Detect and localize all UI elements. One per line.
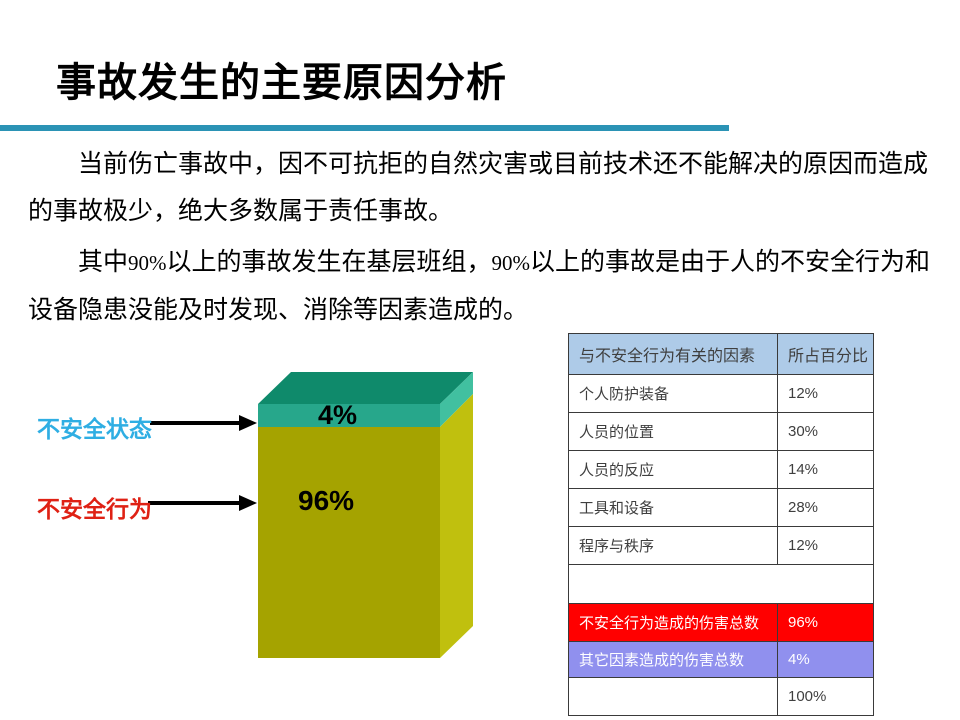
table-row: 个人防护装备 12% [568,374,874,413]
arrow-unsafe-behavior [148,495,257,511]
page-title: 事故发生的主要原因分析 [56,61,507,105]
p2-seg-3: 以上的事故是由于人的不安全行为和设备隐患没能及时发现、消除等因素造成的。 [28,248,931,324]
body-paragraph-2: 其中90%以上的事故发生在基层班组，90%以上的事故是由于人的不安全行为和设备隐… [28,239,934,334]
summary-pct-cell: 4% [777,641,874,678]
summary-label-cell: 不安全行为造成的伤害总数 [568,603,778,642]
factor-cell: 人员的位置 [568,412,778,451]
factor-cell: 程序与秩序 [568,526,778,565]
cube-top-face [258,372,473,404]
header-factor: 与不安全行为有关的因素 [568,333,778,375]
value-unsafe-state: 4% [318,400,358,430]
factor-cell: 个人防护装备 [568,374,778,413]
table-row: 人员的反应 14% [568,450,874,489]
table-row: 人员的位置 30% [568,412,874,451]
cube-band-front-face [258,404,440,427]
arrow-unsafe-state [150,415,257,431]
spacer-cell [568,564,874,604]
summary-pct-cell: 100% [777,677,874,716]
title-accent-rule [0,125,729,131]
header-percentage: 所占百分比 [777,333,874,375]
summary-label-cell: 其它因素造成的伤害总数 [568,641,778,678]
bar-3d-chart [148,372,473,658]
pct-cell: 12% [777,526,874,565]
value-unsafe-behavior: 96% [298,485,355,516]
table-header-row: 与不安全行为有关的因素 所占百分比 [568,333,874,375]
factors-table: 与不安全行为有关的因素 所占百分比 个人防护装备 12% 人员的位置 30% 人… [568,333,874,716]
cube-body-side-face [440,394,473,658]
summary-row-total: 100% [568,677,874,716]
label-unsafe-behavior: 不安全行为 [37,496,152,522]
table-row: 工具和设备 28% [568,488,874,527]
factor-cell: 人员的反应 [568,450,778,489]
p2-seg-90pct-2: 90% [491,251,531,275]
p2-seg-90pct-1: 90% [128,251,167,275]
summary-row-behavior: 不安全行为造成的伤害总数 96% [568,603,874,642]
body-text-block: 当前伤亡事故中，因不可抗拒的自然灾害或目前技术还不能解决的原因而造成的事故极少，… [28,141,934,334]
cube-body-front-face [258,427,440,658]
pct-cell: 28% [777,488,874,527]
summary-pct-cell: 96% [777,603,874,642]
p2-seg-1: 其中 [78,248,129,276]
pct-cell: 14% [777,450,874,489]
summary-label-cell [568,677,778,716]
p2-seg-2: 以上的事故发生在基层班组， [166,248,492,276]
cube-band-side-face [440,372,473,427]
pct-cell: 30% [777,412,874,451]
label-unsafe-state: 不安全状态 [37,416,152,442]
pct-cell: 12% [777,374,874,413]
summary-row-other: 其它因素造成的伤害总数 4% [568,641,874,678]
factor-cell: 工具和设备 [568,488,778,527]
table-row: 程序与秩序 12% [568,526,874,565]
body-paragraph-1: 当前伤亡事故中，因不可抗拒的自然灾害或目前技术还不能解决的原因而造成的事故极少，… [28,150,929,225]
table-spacer-row [568,564,874,604]
